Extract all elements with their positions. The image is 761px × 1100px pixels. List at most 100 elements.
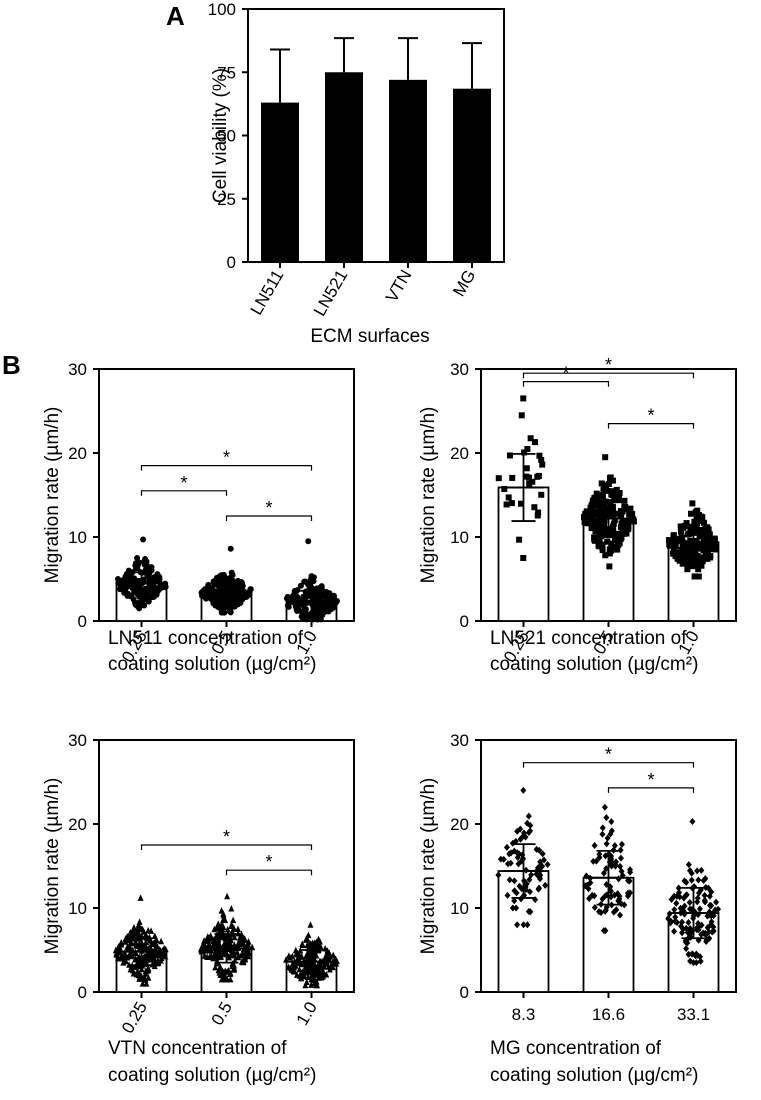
data-point xyxy=(150,939,157,947)
data-point xyxy=(531,439,538,446)
data-point xyxy=(215,924,222,932)
x-tick-label: 0.25 xyxy=(118,999,151,1037)
data-point xyxy=(539,850,546,858)
data-point xyxy=(227,545,234,552)
data-point xyxy=(618,520,625,527)
data-point xyxy=(699,514,706,521)
data-point xyxy=(684,928,691,936)
data-point xyxy=(586,514,593,521)
data-point xyxy=(245,952,252,960)
significance-bracket xyxy=(522,372,695,379)
data-point xyxy=(130,585,137,592)
data-point xyxy=(523,465,530,472)
data-point xyxy=(284,602,291,609)
data-point xyxy=(214,938,221,945)
data-point xyxy=(516,882,523,890)
data-point xyxy=(690,561,697,568)
data-point xyxy=(298,613,305,620)
data-point xyxy=(707,902,714,910)
data-point xyxy=(713,898,720,906)
x-tick-label: 33.1 xyxy=(677,1005,710,1024)
significance-bracket xyxy=(607,787,695,793)
data-point xyxy=(595,521,602,528)
data-point xyxy=(609,506,616,513)
data-point xyxy=(617,854,624,862)
data-point xyxy=(219,969,226,977)
data-point xyxy=(116,943,123,951)
data-point xyxy=(700,547,707,554)
data-point xyxy=(300,593,307,600)
data-point xyxy=(612,536,619,543)
y-tick-label: 50 xyxy=(217,127,236,146)
data-point xyxy=(505,494,512,501)
data-point xyxy=(692,573,699,580)
data-point xyxy=(122,935,129,942)
data-point xyxy=(592,528,599,535)
data-point xyxy=(695,573,702,580)
y-tick-label: 20 xyxy=(68,815,87,834)
data-point xyxy=(679,553,686,560)
data-point xyxy=(588,525,595,532)
data-point xyxy=(613,486,620,493)
data-point xyxy=(628,516,635,523)
significance-star: * xyxy=(223,827,230,847)
data-point xyxy=(618,534,625,541)
data-point xyxy=(289,961,296,968)
data-point xyxy=(678,918,685,926)
data-point xyxy=(302,981,309,989)
significance-star: * xyxy=(647,406,654,426)
data-point xyxy=(599,492,606,499)
data-point xyxy=(511,897,518,905)
data-point xyxy=(606,563,613,570)
data-point xyxy=(158,937,165,945)
data-point xyxy=(225,953,232,961)
panel-label-a: A xyxy=(166,1,185,31)
data-point xyxy=(147,937,154,944)
data-point xyxy=(223,602,230,609)
data-point xyxy=(536,452,543,459)
data-point xyxy=(603,840,610,848)
data-point xyxy=(692,550,699,557)
data-point xyxy=(240,958,247,966)
data-point xyxy=(117,586,124,593)
data-point xyxy=(677,523,684,530)
data-point xyxy=(325,590,332,597)
data-point xyxy=(596,850,603,858)
y-tick-label: 75 xyxy=(217,63,236,82)
data-point xyxy=(148,950,155,957)
data-point xyxy=(616,490,623,497)
data-point xyxy=(614,546,621,553)
data-point xyxy=(514,921,521,929)
data-point xyxy=(608,887,615,895)
data-point xyxy=(599,547,606,554)
data-point xyxy=(668,895,675,903)
data-point xyxy=(689,950,696,958)
data-point xyxy=(314,981,321,989)
data-point xyxy=(245,592,252,599)
data-point xyxy=(587,504,594,511)
data-point xyxy=(153,936,160,943)
data-point xyxy=(145,966,152,974)
x-tick-label: MG xyxy=(449,267,479,300)
data-point xyxy=(708,888,715,896)
data-point xyxy=(685,950,692,958)
significance-bracket xyxy=(522,381,610,387)
data-point xyxy=(235,953,242,961)
data-point xyxy=(151,962,158,970)
data-point xyxy=(220,609,227,616)
y-tick-label: 20 xyxy=(450,815,469,834)
data-point xyxy=(531,504,538,511)
data-point xyxy=(162,945,169,953)
data-point xyxy=(506,452,513,459)
data-point xyxy=(611,517,618,524)
data-point xyxy=(288,966,295,973)
x-axis-title-line-2: coating solution (µg/cm²) xyxy=(490,654,698,675)
data-point xyxy=(625,519,632,526)
data-point xyxy=(595,542,602,549)
data-point xyxy=(223,974,230,982)
data-point xyxy=(624,892,631,900)
data-point xyxy=(507,859,514,867)
data-point xyxy=(678,556,685,563)
data-point xyxy=(124,592,131,599)
data-point xyxy=(621,504,628,511)
